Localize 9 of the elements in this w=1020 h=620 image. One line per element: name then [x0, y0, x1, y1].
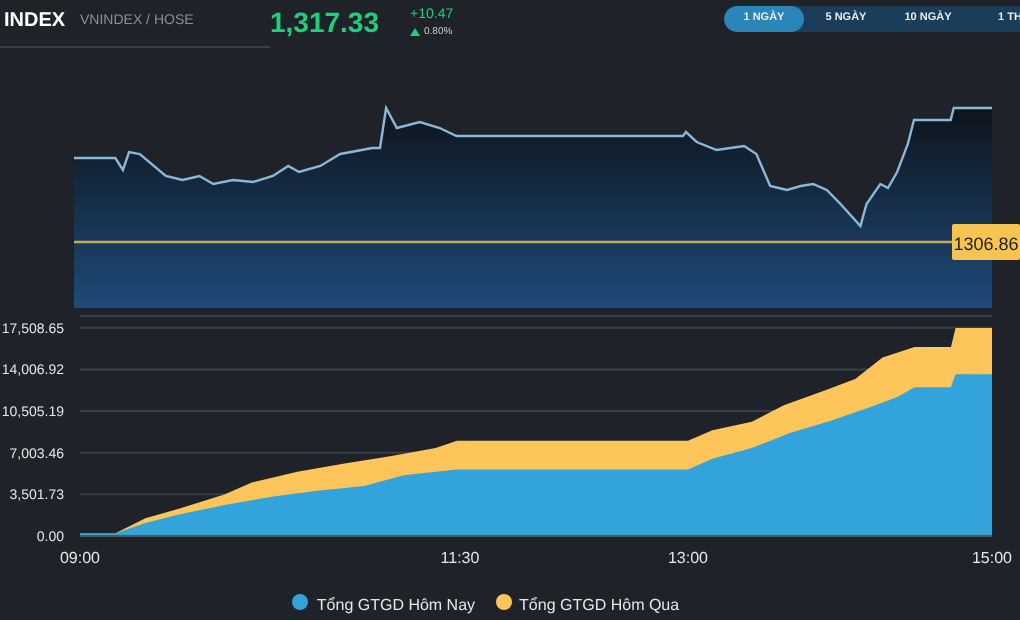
text: 1,317.33 — [270, 6, 379, 38]
x-tick-label: 11:30 — [440, 549, 481, 568]
chart-title: INDEX — [4, 10, 66, 32]
legend-label: Tổng GTGD Hôm Nay — [316, 596, 476, 614]
x-tick-label: 15:00 — [971, 549, 1014, 568]
x-tick-label: 09:00 — [59, 549, 102, 568]
annotation: 1306.86 — [953, 234, 1019, 254]
legend-label: Tổng GTGD Hôm Qua — [519, 596, 680, 614]
x-tick-label: 13:00 — [667, 549, 710, 568]
